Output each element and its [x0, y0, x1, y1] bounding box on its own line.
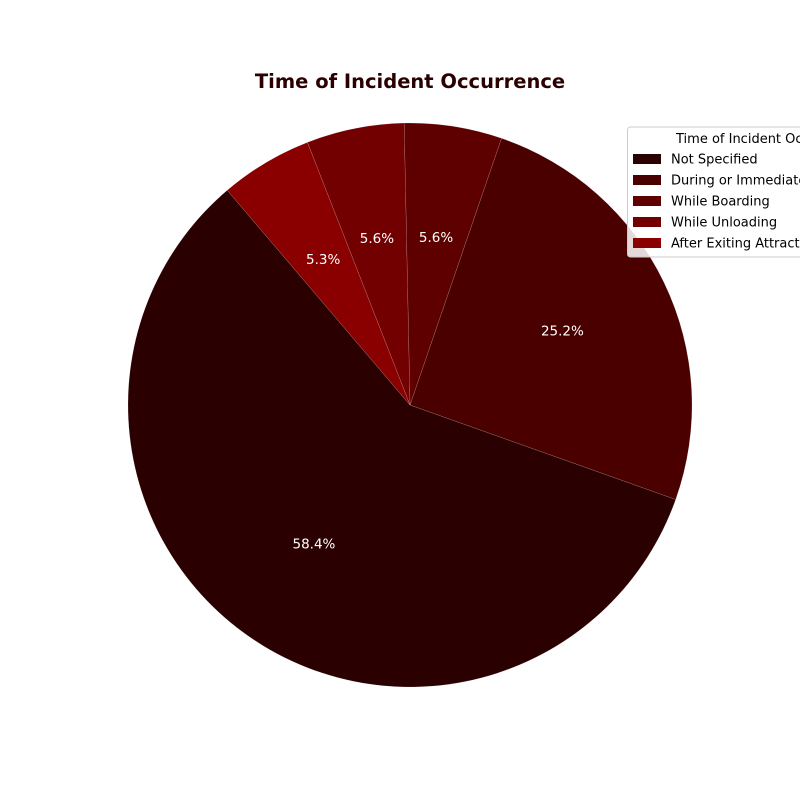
legend-title: Time of Incident Occurrence [675, 132, 800, 147]
pie-slice [307, 122, 411, 406]
legend-entry-label: During or Immediately After Ride [671, 174, 800, 189]
slice-percent-label: 5.6% [419, 230, 453, 246]
slice-percent-label: 5.3% [306, 252, 340, 268]
legend-entry-label: After Exiting Attraction [671, 237, 800, 252]
pie-percent-labels: 58.4% 25.2% 5.6% 5.6% 5.3% [293, 230, 584, 552]
slice-percent-label: 5.6% [360, 231, 394, 247]
pie-slices [127, 122, 693, 688]
pie-slice [127, 189, 676, 688]
legend-swatch [633, 196, 661, 206]
legend-entry-label: While Unloading [671, 216, 777, 231]
legend: Time of Incident Occurrence Not Specifie… [627, 126, 800, 258]
slice-percent-label: 25.2% [541, 324, 584, 340]
legend-swatch [633, 238, 661, 248]
legend-swatch [633, 154, 661, 164]
legend-entry-label: Not Specified [671, 153, 758, 168]
pie-slice [226, 142, 411, 406]
legend-entry-label: While Boarding [671, 195, 770, 210]
legend-swatch [633, 217, 661, 227]
legend-entries: Not Specified During or Immediately After… [633, 153, 800, 252]
chart-title: Time of Incident Occurrence [255, 70, 565, 93]
pie-slice [403, 122, 502, 406]
pie-slice [409, 138, 693, 500]
legend-swatch [633, 175, 661, 185]
slice-percent-label: 58.4% [293, 536, 336, 552]
legend-box [627, 126, 800, 258]
